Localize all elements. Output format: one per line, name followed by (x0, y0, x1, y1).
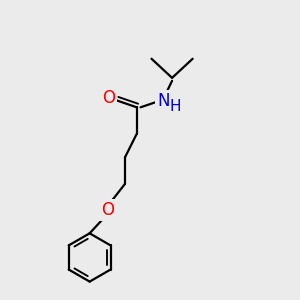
Text: O: O (101, 201, 114, 219)
Text: O: O (102, 89, 115, 107)
Text: N: N (157, 92, 169, 110)
Text: H: H (170, 99, 182, 114)
